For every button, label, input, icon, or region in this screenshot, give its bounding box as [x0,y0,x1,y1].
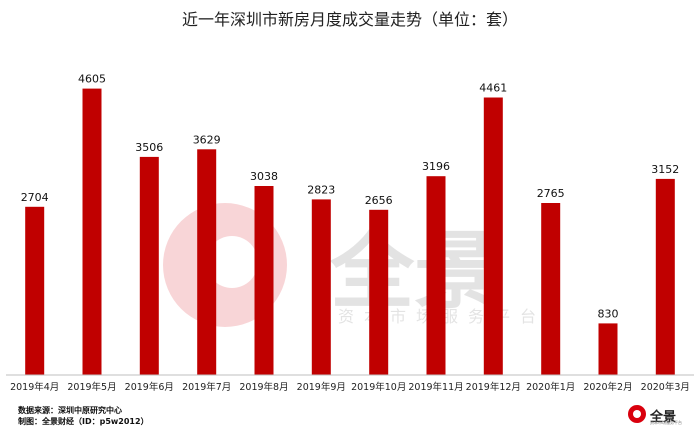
bar-10 [541,203,561,375]
bar-6 [311,199,331,375]
x-tick-label-1: 2019年4月 [10,381,59,393]
bar-9 [483,97,503,375]
footer-maker: 制图：全景财经（ID：p5w2012） [18,417,149,426]
x-tick-label-12: 2020年3月 [641,381,690,393]
bar-7 [369,209,389,375]
data-label-5: 3038 [250,170,278,183]
bar-5 [254,186,274,375]
brand-name: 全景 [650,410,677,425]
x-tick-label-8: 2019年11月 [408,381,463,393]
x-tick-label-11: 2020年2月 [583,381,632,393]
data-label-11: 830 [598,307,619,320]
x-tick-label-4: 2019年7月 [182,381,231,393]
data-label-6: 2823 [307,183,335,196]
data-label-10: 2765 [537,187,565,200]
footer-source: 数据来源：深圳中原研究中心 [18,406,122,415]
data-label-4: 3629 [193,133,221,146]
bar-1 [25,206,45,375]
bar-2 [82,88,102,375]
data-label-7: 2656 [365,194,393,207]
x-tick-label-6: 2019年9月 [297,381,346,393]
data-label-8: 3196 [422,160,450,173]
data-label-3: 3506 [135,141,163,154]
bar-8 [426,176,446,375]
bar-11 [598,323,618,375]
data-label-12: 3152 [651,163,679,176]
bar-3 [139,156,159,375]
data-label-1: 2704 [21,191,49,204]
brand-tagline: 资本市场服务平台 [650,420,682,425]
x-tick-label-2: 2019年5月 [67,381,116,393]
brand-logo: 全景 资本市场服务平台 [628,404,694,426]
chart-title: 近一年深圳市新房月度成交量走势（单位：套） [181,10,518,29]
watermark-name: 全景 [329,222,498,320]
brand-logo-icon [628,405,646,423]
x-tick-label-3: 2019年6月 [125,381,174,393]
x-tick-label-10: 2020年1月 [526,381,575,393]
x-tick-label-5: 2019年8月 [239,381,288,393]
bar-12 [655,178,675,375]
x-tick-label-9: 2019年12月 [466,381,521,393]
data-label-2: 4605 [78,73,106,86]
bar-4 [197,149,217,375]
x-tick-label-7: 2019年10月 [351,381,406,393]
data-label-9: 4461 [479,82,507,95]
